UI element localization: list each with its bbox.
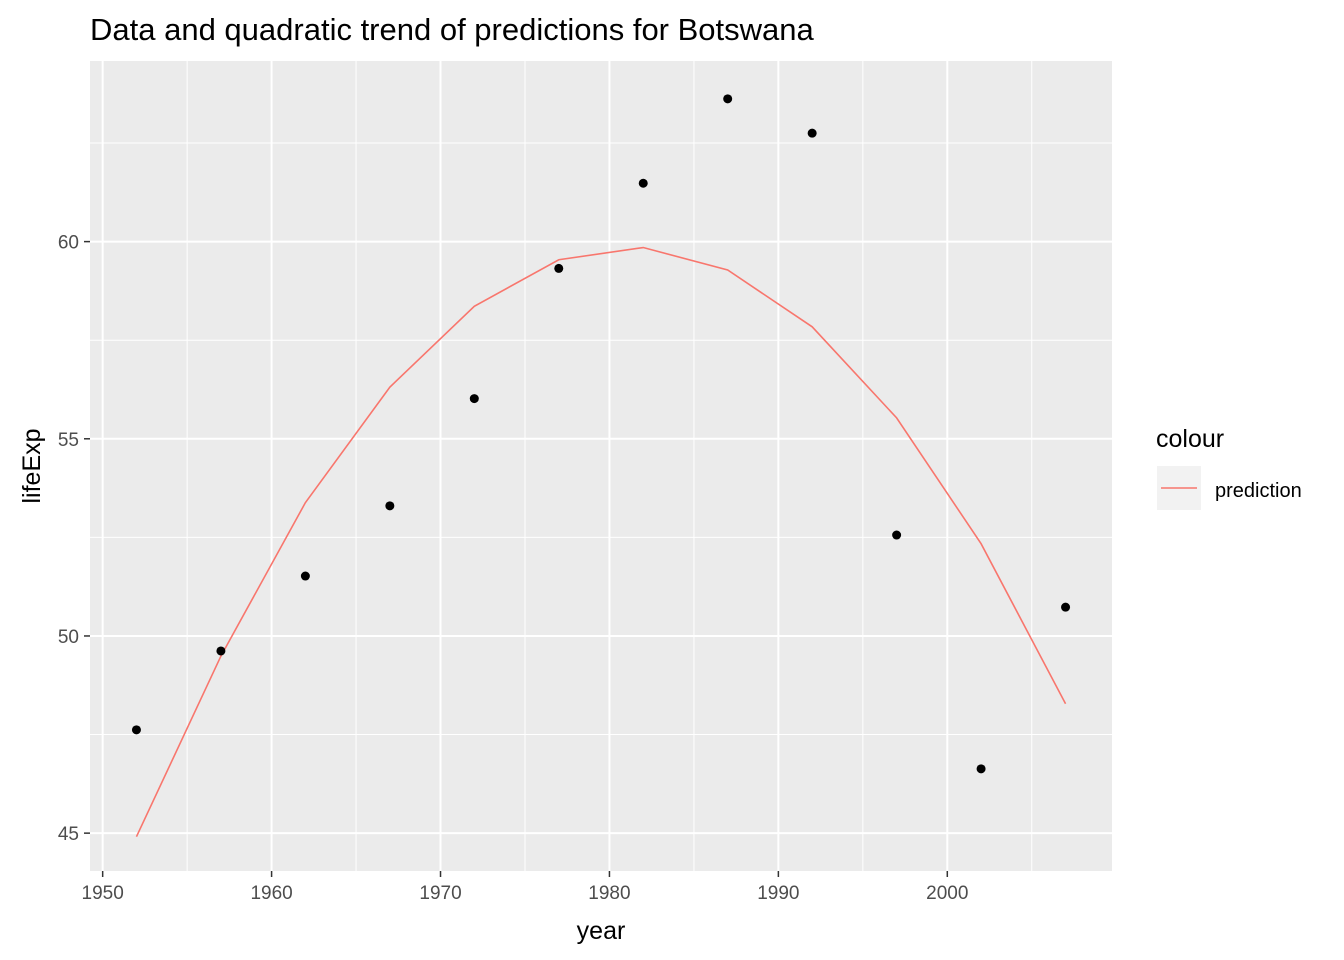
y-tick-label: 60 (58, 233, 79, 254)
y-tick-label: 55 (58, 430, 79, 451)
x-axis-title: year (577, 917, 626, 945)
x-tick-label: 1990 (757, 883, 799, 904)
chart-title: Data and quadratic trend of predictions … (90, 12, 815, 47)
x-tick-label: 1960 (250, 883, 292, 904)
legend-title: colour (1156, 425, 1224, 453)
plot-panel (90, 61, 1112, 871)
x-tick-label: 1980 (588, 883, 630, 904)
data-points (131, 94, 1071, 774)
tick-labels: 1950 1960 1970 1980 1990 2000 45 50 55 60 (58, 233, 969, 904)
data-point (554, 263, 564, 273)
legend-entry-prediction: prediction (1215, 480, 1302, 502)
data-point (723, 94, 733, 104)
grid-minor (90, 61, 1112, 871)
x-tick-label: 2000 (926, 883, 968, 904)
data-point (892, 530, 902, 540)
data-point (638, 178, 648, 188)
data-point (300, 571, 310, 581)
data-point (131, 725, 141, 735)
y-tick-label: 50 (58, 627, 79, 648)
x-tick-label: 1950 (82, 883, 124, 904)
data-point (807, 128, 817, 138)
prediction-line (135, 246, 1067, 838)
axis-ticks (84, 240, 949, 877)
data-point (216, 646, 226, 656)
x-tick-label: 1970 (419, 883, 461, 904)
grid-major (90, 61, 1112, 871)
data-point (976, 764, 986, 774)
data-point (469, 394, 479, 404)
y-axis-title: lifeExp (18, 428, 46, 503)
y-tick-label: 45 (58, 824, 79, 845)
data-point (1061, 602, 1071, 612)
data-point (385, 501, 395, 511)
legend: colour prediction (1156, 425, 1302, 510)
